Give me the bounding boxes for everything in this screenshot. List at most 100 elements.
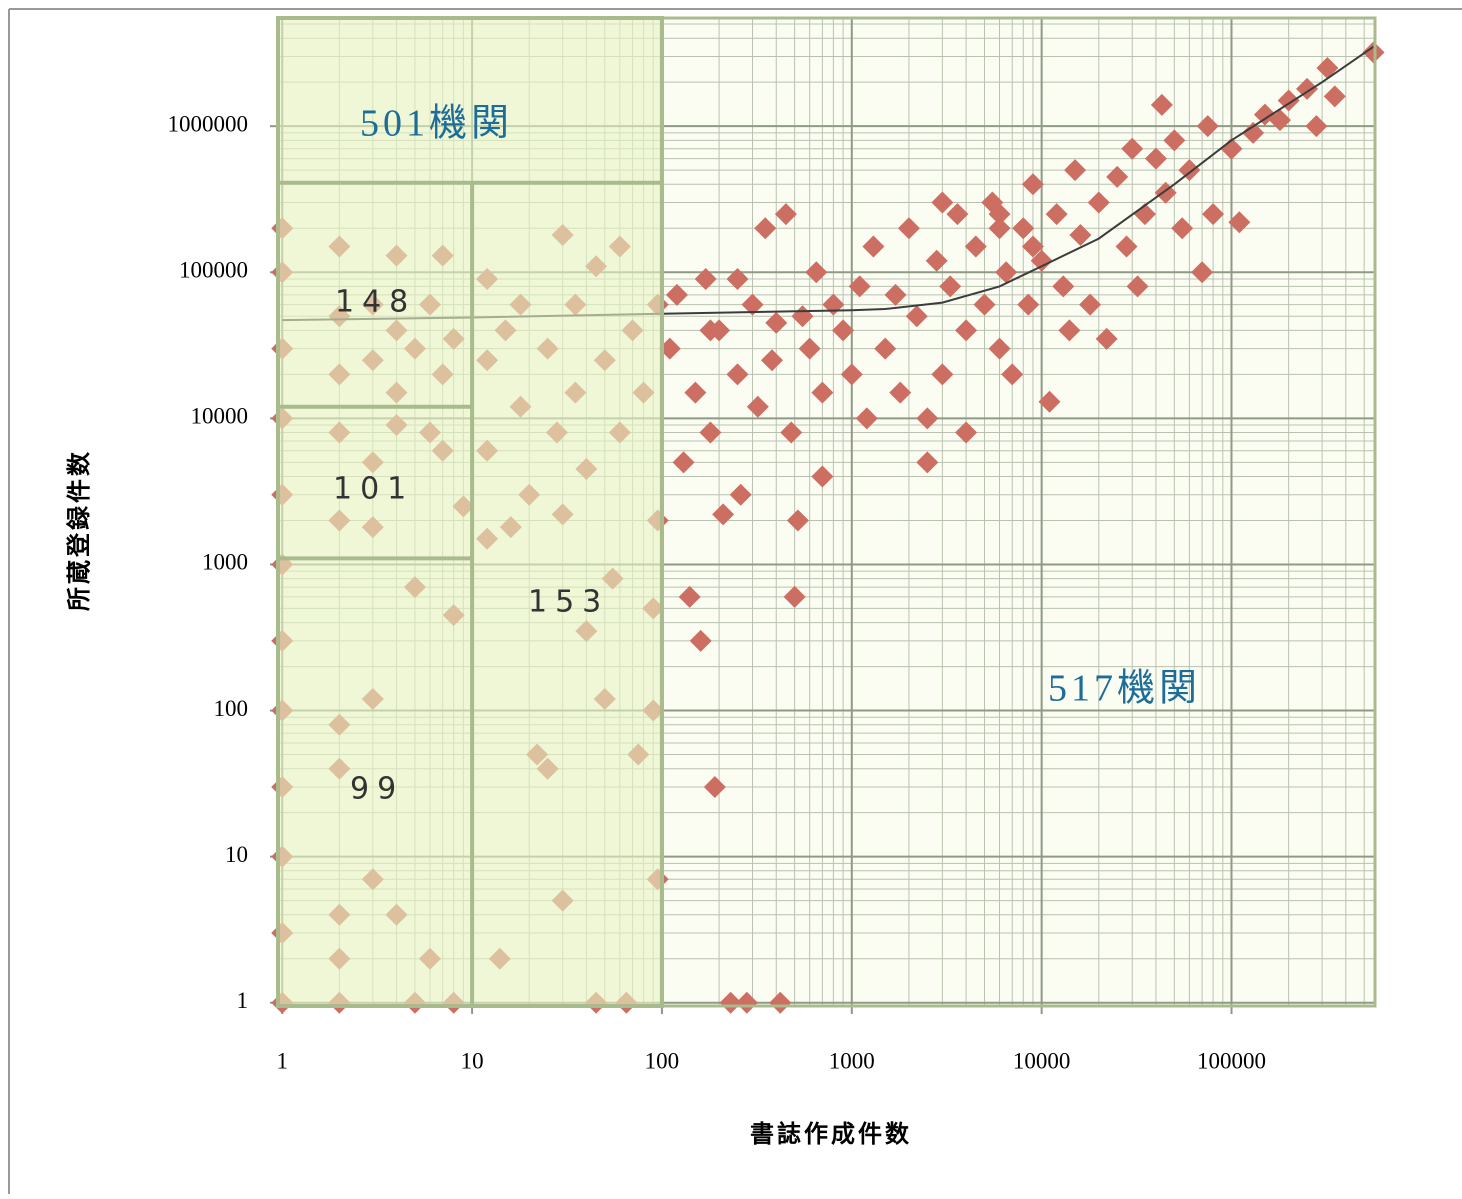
annotation: 501機関 [360,103,513,145]
point [1115,235,1138,258]
point [1038,390,1061,413]
point [1178,159,1201,182]
point [1001,363,1024,386]
annotation: 148 [335,285,416,320]
point [1030,249,1053,272]
x-tick-label: 100 [645,1048,680,1073]
shaded-region [278,18,662,1006]
point [798,337,821,360]
point [783,585,806,608]
point [811,381,834,404]
point [678,585,701,608]
point [925,249,948,272]
point [1150,93,1173,116]
point [769,991,792,1014]
point [1106,165,1129,188]
point [689,629,712,652]
point [1079,293,1102,316]
point [874,337,897,360]
point [855,407,878,430]
point [712,503,735,526]
point [988,337,1011,360]
point [1021,173,1044,196]
point [703,775,726,798]
point [931,363,954,386]
point [811,465,834,488]
point [916,407,939,430]
point [1191,261,1214,284]
point [1052,275,1075,298]
point [905,305,928,328]
point [973,293,996,316]
point [988,203,1011,226]
point [897,217,920,240]
y-tick-label: 100000 [179,258,248,283]
point [916,451,939,474]
y-tick-label: 10 [225,842,248,867]
point [889,381,912,404]
point [1121,137,1144,160]
point [1087,191,1110,214]
point [719,991,742,1014]
point [1305,115,1328,138]
point [931,191,954,214]
point [1058,319,1081,342]
x-axis-title: 書誌作成件数 [750,1120,912,1148]
point [780,421,803,444]
point [1202,203,1225,226]
point [988,217,1011,240]
point [774,203,797,226]
point [1021,235,1044,258]
point [955,319,978,342]
point [1069,223,1092,246]
point [735,991,758,1014]
point [699,421,722,444]
point [955,421,978,444]
point [1228,211,1251,234]
point [1196,115,1219,138]
point [786,509,809,532]
point [754,217,777,240]
y-tick-label: 1000 [202,550,248,575]
annotation: 101 [333,472,414,507]
point [672,451,695,474]
point [840,363,863,386]
point [1012,217,1035,240]
point [1323,85,1346,108]
y-axis-title: 所蔵登録件数 [65,449,93,611]
point [939,275,962,298]
point [805,261,828,284]
point [1268,109,1291,132]
point [765,311,788,334]
point [1095,327,1118,350]
point [1064,159,1087,182]
point [699,319,722,342]
point [1045,203,1068,226]
point [884,283,907,306]
point [1163,129,1186,152]
point [741,293,764,316]
x-tick-label: 1 [276,1048,288,1073]
point [1017,293,1040,316]
point [761,349,784,372]
point [1171,217,1194,240]
point [1144,147,1167,170]
annotation: 99 [350,772,404,807]
point [946,203,969,226]
y-tick-label: 1 [237,988,249,1013]
x-tick-label: 100000 [1197,1048,1266,1073]
point [995,261,1018,284]
y-tick-label: 100 [214,696,249,721]
point [1126,275,1149,298]
y-tick-label: 1000000 [168,111,249,136]
point [964,235,987,258]
point [726,363,749,386]
x-tick-label: 10 [461,1048,484,1073]
annotation: 517機関 [1048,668,1201,710]
y-tick-label: 10000 [191,404,249,429]
point [665,283,688,306]
point [726,267,749,290]
point [694,267,717,290]
point [684,381,707,404]
